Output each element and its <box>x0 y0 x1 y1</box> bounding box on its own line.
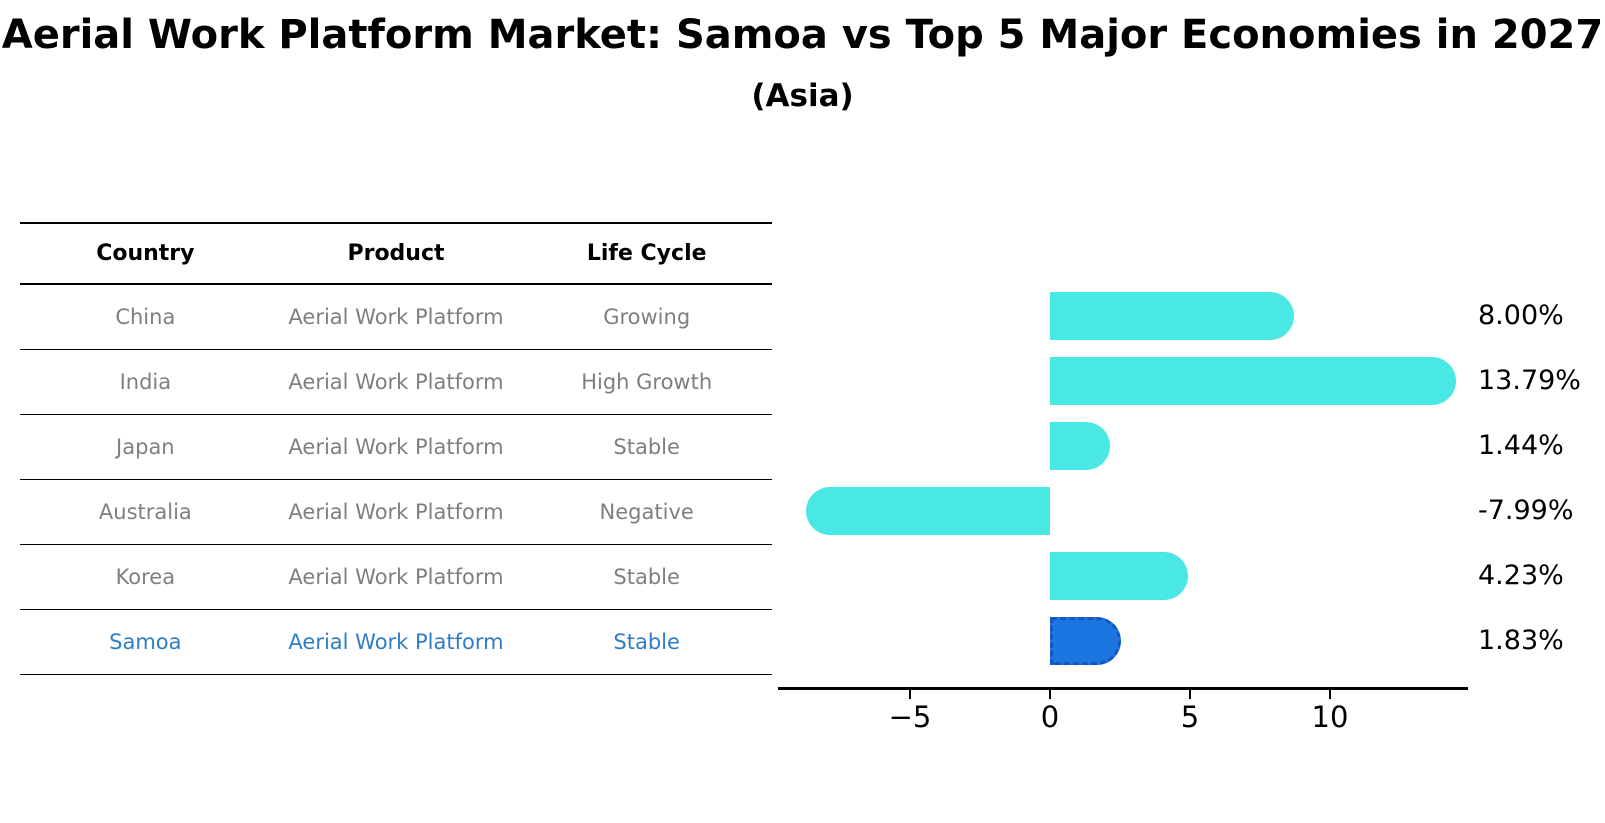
life-cycle-cell: Growing <box>603 305 691 329</box>
x-axis-tick-label: 0 <box>1040 700 1060 734</box>
product-cell: Aerial Work Platform <box>288 435 504 459</box>
value-label-australia: -7.99% <box>1478 494 1574 526</box>
x-axis-tick <box>908 690 912 699</box>
value-label-korea: 4.23% <box>1478 559 1564 591</box>
table-header-row: Country Product Life Cycle <box>20 224 772 285</box>
value-label-india: 13.79% <box>1478 364 1581 396</box>
bar-china <box>1050 291 1294 340</box>
life-cycle-cell: High Growth <box>581 370 713 394</box>
table-row-australia: Australia Aerial Work Platform Negative <box>20 480 772 545</box>
table-row-japan: Japan Aerial Work Platform Stable <box>20 415 772 480</box>
product-cell: Aerial Work Platform <box>288 565 504 589</box>
x-axis-tick <box>1328 690 1332 699</box>
x-axis-tick <box>1188 690 1192 699</box>
country-table: Country Product Life Cycle China Aerial W… <box>20 222 772 675</box>
x-axis-line <box>778 687 1468 690</box>
bar-korea <box>1050 551 1189 600</box>
table-row-samoa: Samoa Aerial Work Platform Stable <box>20 610 772 675</box>
table-row-china: China Aerial Work Platform Growing <box>20 285 772 350</box>
value-label-japan: 1.44% <box>1478 429 1564 461</box>
value-label-samoa: 1.83% <box>1478 624 1564 656</box>
product-cell: Aerial Work Platform <box>288 305 504 329</box>
column-header-country: Country <box>96 241 195 266</box>
value-label-china: 8.00% <box>1478 299 1564 331</box>
x-axis-tick-label: −5 <box>888 700 932 734</box>
table-row-india: India Aerial Work Platform High Growth <box>20 350 772 415</box>
product-cell: Aerial Work Platform <box>288 500 504 524</box>
page-title: Aerial Work Platform Market: Samoa vs To… <box>1 12 1604 58</box>
life-cycle-cell: Stable <box>613 435 680 459</box>
product-cell: Aerial Work Platform <box>288 370 504 394</box>
bar-japan <box>1050 421 1111 470</box>
table-body: China Aerial Work Platform Growing India Aer… <box>20 285 772 675</box>
country-cell: Japan <box>116 435 175 459</box>
x-axis-tick <box>1048 690 1052 699</box>
column-header-life-cycle: Life Cycle <box>586 241 707 266</box>
bar-samoa <box>1050 616 1122 665</box>
country-cell: Australia <box>98 500 192 524</box>
country-cell: China <box>115 305 176 329</box>
x-axis-tick-label: 10 <box>1311 700 1349 734</box>
life-cycle-cell: Stable <box>613 630 680 654</box>
x-axis-tick-label: 5 <box>1180 700 1200 734</box>
page-subtitle: (Asia) <box>751 78 854 114</box>
country-cell: Korea <box>115 565 176 589</box>
country-cell: Samoa <box>109 630 182 654</box>
bar-india <box>1050 356 1457 405</box>
country-cell: India <box>119 370 172 394</box>
table-row-korea: Korea Aerial Work Platform Stable <box>20 545 772 610</box>
life-cycle-cell: Negative <box>599 500 694 524</box>
product-cell: Aerial Work Platform <box>288 630 504 654</box>
life-cycle-cell: Stable <box>613 565 680 589</box>
column-header-product: Product <box>347 241 445 266</box>
bar-australia <box>806 486 1050 535</box>
